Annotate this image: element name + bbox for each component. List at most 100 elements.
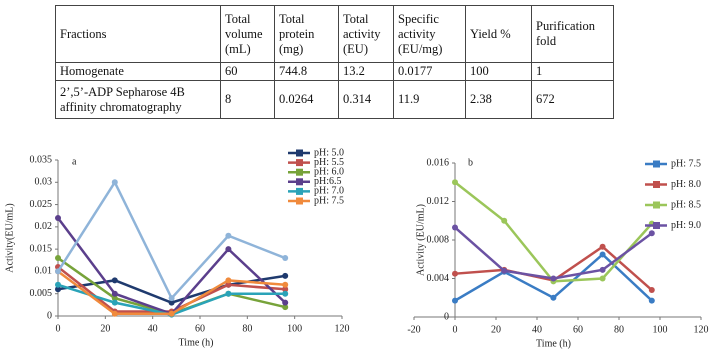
x-tick-label: 40 [148, 323, 158, 334]
data-point [550, 275, 557, 282]
x-tick-label: 40 [532, 324, 542, 335]
y-tick-label: 0.016 [427, 157, 450, 168]
data-point [55, 268, 61, 275]
table-cell: 0.0177 [393, 62, 466, 81]
table-cell: Purification fold [531, 5, 614, 63]
table-cell: Specific activity (EU/mg) [393, 5, 466, 63]
data-point [111, 295, 118, 302]
table-cell: 0.0264 [274, 80, 339, 119]
data-point [168, 295, 175, 302]
data-point [55, 281, 61, 288]
legend-marker [296, 149, 303, 157]
table-cell: 672 [531, 80, 614, 119]
legend-label: pH: 6.0 [314, 166, 344, 177]
data-point [452, 270, 458, 277]
legend-label: pH: 7.5 [671, 158, 701, 169]
y-tick-label: 0.035 [30, 154, 53, 165]
data-point [648, 287, 655, 294]
y-tick-label: 0 [47, 310, 52, 321]
x-tick-label: 0 [453, 324, 458, 335]
legend-marker [296, 168, 303, 176]
table-cell: Total protein (mg) [274, 5, 339, 63]
table-cell: 744.8 [274, 62, 339, 81]
legend-label: pH: 5.0 [314, 147, 344, 158]
x-tick-label: 100 [287, 323, 302, 334]
legend-label: pH: 7.0 [314, 186, 344, 197]
legend-marker [296, 159, 303, 167]
data-point [282, 290, 289, 297]
data-point [599, 266, 606, 273]
data-point [501, 267, 508, 274]
data-point [111, 299, 118, 306]
data-point [168, 299, 175, 306]
x-axis-title: Time (h) [536, 338, 571, 349]
data-point [225, 277, 232, 284]
table-row: Fractions Total volume (mL) Total protein … [55, 5, 614, 63]
y-tick-label: 0.025 [30, 199, 53, 210]
data-point [282, 304, 289, 311]
data-point [225, 290, 232, 297]
legend-label: pH: 9.0 [671, 220, 701, 231]
y-axis-title: Activity(EU/mL) [4, 203, 15, 272]
data-point [648, 230, 655, 237]
y-tick-label: 0.02 [35, 221, 53, 232]
table-cell: 11.9 [393, 80, 466, 119]
x-tick-label: 60 [195, 323, 205, 334]
table-body: Fractions Total volume (mL) Total protein … [55, 5, 614, 119]
table-cell: 60 [220, 62, 275, 81]
data-point [599, 275, 606, 282]
y-tick-label: 0.012 [427, 196, 450, 207]
y-tick-label: 0.008 [427, 234, 450, 245]
data-point [452, 224, 458, 231]
table-cell: Fractions [55, 5, 221, 63]
legend-label: pH: 5.5 [314, 157, 344, 168]
data-point [111, 310, 118, 317]
y-tick-label: 0.005 [30, 288, 53, 299]
data-point [452, 179, 458, 186]
data-point [111, 179, 118, 186]
y-tick-label: 0 [444, 311, 449, 322]
legend-marker [653, 201, 660, 209]
table-cell: Homogenate [55, 62, 221, 81]
y-tick-label: 0.01 [35, 266, 53, 277]
y-axis-title: Activity (EU/mL) [415, 204, 426, 276]
x-tick-label: -20 [407, 324, 420, 335]
purification-table: Fractions Total volume (mL) Total protein … [55, 5, 614, 119]
data-point [168, 310, 175, 317]
y-tick-label: 0.015 [30, 243, 53, 254]
data-point [282, 286, 289, 293]
x-tick-label: 20 [491, 324, 501, 335]
table-cell: Total activity (EU) [338, 5, 394, 63]
legend-marker [653, 222, 660, 229]
legend-marker [296, 187, 303, 195]
table-row: 2’,5’-ADP Sepharose 4B affinity chromato… [55, 80, 614, 119]
y-tick-label: 0.03 [35, 177, 53, 188]
legend-label: pH: 7.5 [314, 195, 344, 206]
x-tick-label: 100 [653, 324, 668, 335]
x-tick-label: 0 [56, 323, 61, 334]
data-point [282, 272, 289, 279]
table-cell: Yield % [465, 5, 532, 63]
data-point [55, 286, 61, 293]
panel-label: a [72, 156, 77, 167]
table-cell: Total volume (mL) [220, 5, 275, 63]
data-point [282, 299, 289, 306]
data-point [550, 294, 557, 301]
data-point [599, 243, 606, 250]
legend-marker [653, 160, 660, 168]
x-tick-label: 20 [100, 323, 110, 334]
data-point [55, 214, 61, 221]
legend-label: pH: 8.0 [671, 179, 701, 190]
data-point [225, 281, 232, 288]
legend-marker [296, 197, 303, 205]
data-point [648, 297, 655, 304]
data-point [55, 255, 61, 262]
legend-label: pH: 8.5 [671, 199, 701, 210]
data-point [111, 277, 118, 284]
series-line [454, 181, 653, 283]
x-tick-label: 120 [335, 323, 350, 334]
x-tick-label: 80 [614, 324, 624, 335]
table-cell: 2’,5’-ADP Sepharose 4B affinity chromato… [55, 80, 221, 119]
data-point [282, 281, 289, 288]
